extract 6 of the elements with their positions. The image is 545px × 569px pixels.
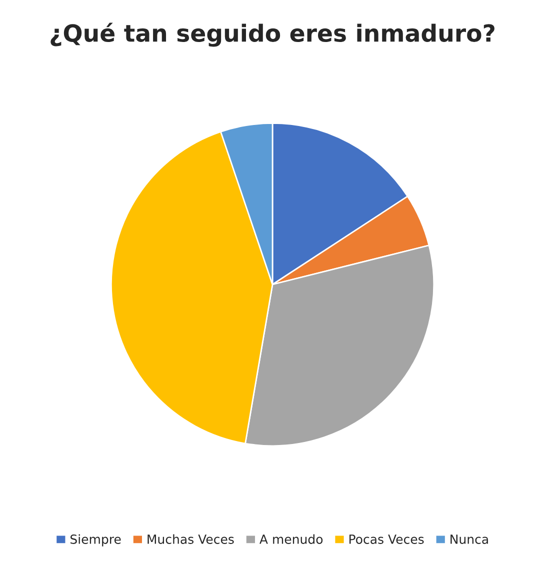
legend-label: Siempre [70, 534, 121, 546]
legend-label: Pocas Veces [349, 534, 424, 544]
legend-label: A menudo [260, 534, 323, 544]
legend-label: Muchas Veces [148, 534, 234, 544]
chart-title: ¿Qué tan seguido eres inmaduro? [50, 22, 494, 47]
legend-label: Nunca [450, 534, 488, 544]
